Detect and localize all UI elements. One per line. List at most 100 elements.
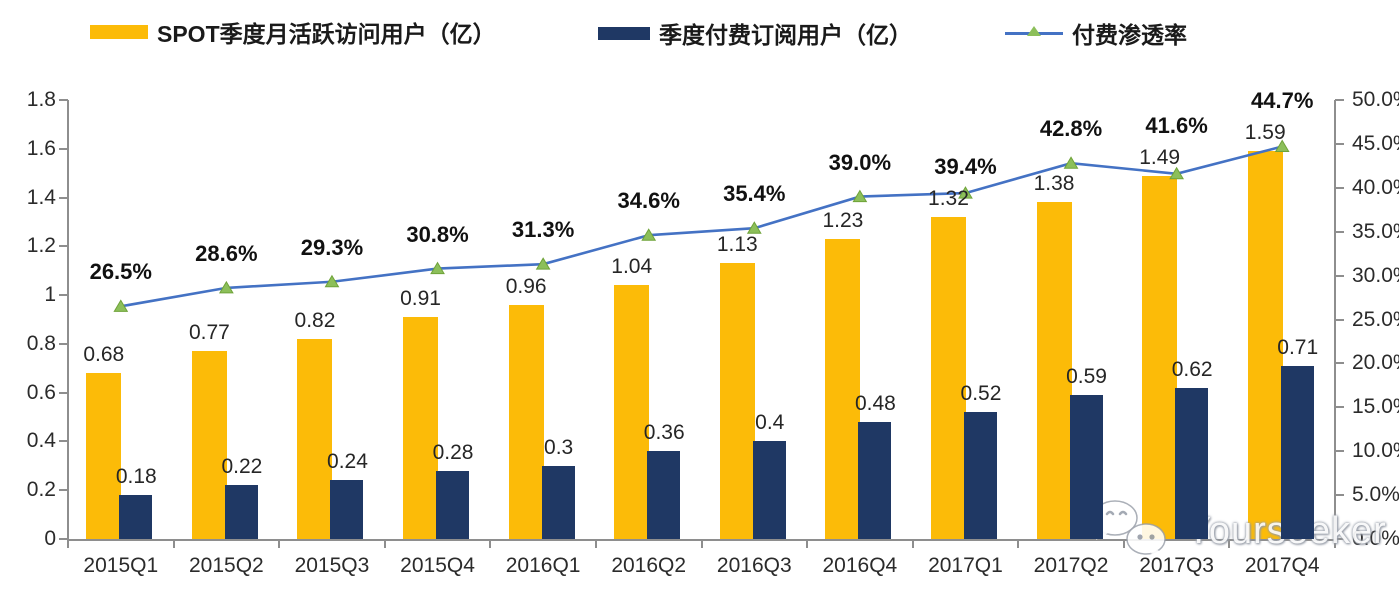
bar-mau: [191, 351, 227, 539]
bar-mau: [825, 239, 861, 539]
bar-value-label-subs: 0.24: [327, 450, 368, 474]
x-axis-tick: [806, 541, 809, 548]
y-axis-right-tick: [1335, 450, 1344, 453]
bar-value-label-subs: 0.62: [1171, 357, 1213, 381]
penetration-pct-label: 35.4%: [723, 181, 786, 207]
legend-item-subs: 季度付费订阅用户（亿）: [598, 16, 912, 50]
y-axis-left-label: 0.4: [26, 429, 56, 453]
x-axis-label: 2016Q2: [611, 554, 687, 577]
y-axis-right-tick: [1335, 99, 1344, 101]
wechat-icon: [1092, 500, 1166, 558]
legend-swatch-mau: [90, 25, 148, 39]
y-axis-left-tick: [59, 391, 68, 394]
bar-value-label-subs: 0.71: [1277, 335, 1319, 359]
bar-value-label-mau: 0.91: [400, 287, 441, 311]
bar-value-label-mau: 1.32: [928, 187, 969, 211]
y-axis-left-label: 0: [44, 527, 56, 550]
legend-line-marker: [1005, 23, 1063, 43]
bar-mau: [86, 373, 122, 539]
penetration-pct-label: 42.8%: [1039, 116, 1103, 142]
bar-mau: [930, 217, 966, 539]
y-axis-right-tick: [1335, 186, 1344, 189]
y-axis-left-tick: [59, 147, 68, 150]
y-axis-right-label: 25.0%: [1352, 307, 1399, 331]
penetration-line: [120, 145, 1283, 308]
bar-subs: [963, 412, 997, 539]
x-axis-tick: [1122, 541, 1125, 548]
bar-subs: [1280, 365, 1314, 539]
triangle-marker: [218, 280, 234, 294]
penetration-pct-label: 39.4%: [934, 154, 997, 180]
y-axis-right-label: 5.0%: [1352, 483, 1399, 507]
triangle-marker: [852, 189, 868, 203]
y-axis-right-tick: [1335, 142, 1344, 145]
bar-value-label-subs: 0.22: [221, 455, 263, 479]
bar-value-label-mau: 1.49: [1139, 145, 1181, 169]
bar-mau: [719, 263, 755, 539]
bar-mau: [297, 339, 333, 539]
y-axis-right-label: 10.0%: [1352, 439, 1399, 463]
legend-label-mau: SPOT季度月活跃访问用户（亿）: [157, 21, 496, 47]
bar-mau: [508, 304, 544, 539]
bar-subs: [1069, 395, 1103, 539]
x-axis-tick: [911, 541, 914, 548]
y-axis-right-label: 35.0%: [1352, 219, 1399, 243]
penetration-pct-label: 39.0%: [828, 149, 892, 175]
penetration-pct-label: 41.6%: [1145, 112, 1208, 138]
bar-mau: [614, 285, 650, 539]
triangle-marker: [324, 274, 340, 288]
bar-subs: [858, 421, 892, 539]
x-axis-tick: [383, 541, 386, 548]
legend-item-rate: 付费渗透率: [1005, 16, 1187, 50]
bar-value-label-mau: 1.13: [716, 233, 758, 257]
legend-label-subs: 季度付费订阅用户（亿）: [659, 22, 912, 48]
y-axis-right-label: 20.0%: [1352, 351, 1399, 375]
y-axis-left-label: 1.2: [26, 234, 56, 258]
watermark: Yourseeker: [1088, 498, 1387, 564]
triangle-marker: [1063, 156, 1079, 169]
legend-swatch-subs: [598, 26, 650, 40]
y-axis-left-tick: [59, 99, 68, 101]
y-axis-right-tick: [1335, 406, 1344, 409]
x-axis-label: 2017Q3: [1139, 554, 1214, 577]
y-axis-right-label: 30.0%: [1352, 263, 1399, 287]
bar-subs: [752, 441, 786, 539]
y-axis-left-tick: [59, 489, 68, 492]
x-axis-label: 2017Q1: [928, 554, 1003, 577]
bar-value-label-mau: 1.59: [1244, 121, 1286, 145]
y-axis-right-label: 0.0%: [1352, 527, 1399, 550]
y-axis-left-label: 0.6: [26, 380, 56, 404]
x-axis-tick: [172, 541, 175, 548]
x-axis-tick: [1228, 541, 1231, 548]
y-axis-right-label: 45.0%: [1352, 131, 1399, 155]
bar-value-label-subs: 0.28: [432, 440, 474, 464]
y-axis-right-tick: [1335, 362, 1344, 365]
y-axis-right-tick: [1335, 538, 1344, 540]
x-axis-label: 2017Q2: [1033, 554, 1109, 577]
penetration-pct-label: 34.6%: [617, 188, 680, 214]
triangle-marker: [535, 257, 551, 270]
y-axis-right-tick: [1335, 318, 1344, 321]
bar-value-label-mau: 1.04: [611, 255, 653, 279]
x-axis-label: 2015Q1: [83, 554, 159, 577]
bar-value-label-mau: 0.96: [505, 274, 547, 298]
x-axis-label: 2016Q4: [822, 554, 898, 577]
bar-value-label-mau: 1.23: [822, 209, 864, 233]
y-axis-left-label: 1.6: [26, 136, 56, 160]
bar-subs: [541, 465, 575, 539]
triangle-marker: [641, 228, 657, 241]
bar-value-label-subs: 0.52: [960, 382, 1002, 406]
y-axis-left-label: 1: [44, 283, 56, 307]
x-axis-tick: [1334, 541, 1336, 548]
y-axis-left-tick: [59, 196, 68, 199]
y-axis-left-label: 0.8: [26, 331, 56, 355]
y-axis-right-label: 40.0%: [1352, 175, 1399, 199]
x-axis-tick: [67, 541, 69, 548]
y-axis-right-label: 50.0%: [1352, 88, 1399, 111]
x-axis-tick: [594, 541, 597, 548]
bar-value-label-subs: 0.3: [544, 435, 574, 459]
penetration-pct-label: 26.5%: [89, 259, 152, 285]
penetration-pct-label: 30.8%: [406, 221, 469, 247]
